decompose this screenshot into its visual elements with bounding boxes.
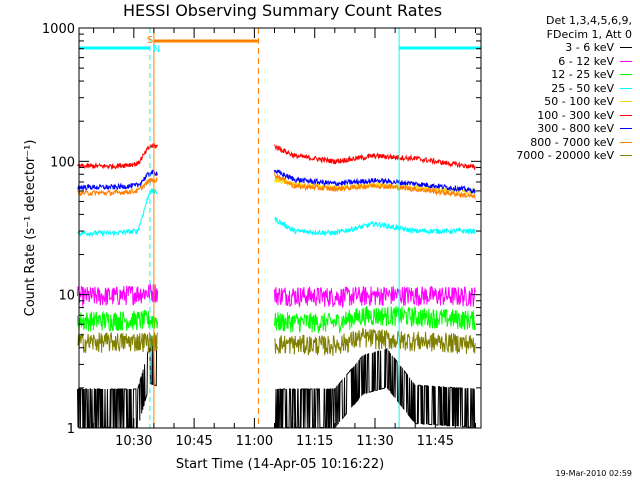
series-4-segment-2: [274, 216, 476, 237]
series-4-segment-1: [77, 187, 158, 238]
legend-item: 7000 - 20000 keV: [470, 149, 632, 163]
legend-item: 100 - 300 keV: [470, 109, 632, 123]
legend-header-line-2: FDecim 1, Att 0: [546, 27, 632, 41]
series-3: [77, 306, 476, 334]
series-8: [77, 172, 476, 200]
series-1-segment-1: [77, 344, 158, 428]
legend-swatch: [620, 74, 632, 76]
legend-item: 12 - 25 keV: [470, 68, 632, 82]
legend-item: 6 - 12 keV: [470, 55, 632, 69]
series-4: [77, 187, 476, 238]
chart-traces: [77, 142, 476, 428]
chart-axes: 1 10 100 1000 10:30 10:45 11:00 11:15 11:30 11:45…: [23, 22, 482, 472]
x-axis-label: Start Time (14-Apr-05 10:16:22): [176, 457, 384, 472]
n-flag-label: N: [153, 44, 160, 55]
legend-item: 50 - 100 keV: [470, 95, 632, 109]
legend-swatch: [620, 101, 632, 103]
x-tick-label: 11:00: [236, 434, 273, 449]
series-3-segment-2: [274, 306, 476, 334]
legend-swatch: [620, 155, 632, 157]
legend-label: 50 - 100 keV: [544, 95, 614, 108]
legend-label: 25 - 50 keV: [551, 81, 614, 95]
series-7-segment-1: [77, 169, 158, 191]
legend-label: 12 - 25 keV: [551, 68, 614, 81]
series-3-segment-1: [77, 309, 159, 332]
legend-entries: 3 - 6 keV 6 - 12 keV 12 - 25 keV 25 - 50 ke…: [470, 41, 632, 163]
y-tick-label: 1: [67, 422, 75, 437]
series-6-segment-1: [77, 142, 159, 170]
legend-item: 25 - 50 keV: [470, 82, 632, 96]
legend-label: 7000 - 20000 keV: [516, 149, 614, 162]
series-1: [77, 344, 476, 428]
series-9: [77, 327, 476, 356]
legend-item: 300 - 800 keV: [470, 122, 632, 136]
legend-label: 3 - 6 keV: [565, 41, 614, 54]
y-tick-label: 100: [50, 155, 75, 170]
legend: Det 1,3,4,5,6,9, FDecim 1, Att 0 3 - 6 k…: [470, 14, 632, 163]
y-tick-label: 10: [58, 289, 75, 304]
timestamp: 19-Mar-2010 02:59: [555, 469, 633, 478]
series-8-segment-2: [274, 172, 476, 200]
series-1-segment-2: [274, 348, 476, 428]
x-tick-label: 10:30: [115, 434, 152, 449]
legend-item: 800 - 7000 keV: [470, 136, 632, 150]
legend-item: 3 - 6 keV: [470, 41, 632, 55]
legend-header-line-1: Det 1,3,4,5,6,9,: [545, 14, 632, 27]
series-6: [77, 142, 476, 171]
series-2: [77, 283, 476, 309]
series-2-segment-2: [274, 285, 476, 309]
legend-swatch: [620, 128, 632, 130]
legend-label: 100 - 300 keV: [537, 108, 614, 122]
series-9-segment-2: [274, 327, 476, 356]
x-tick-label: 11:30: [356, 434, 393, 449]
series-2-segment-1: [77, 283, 159, 307]
legend-label: 6 - 12 keV: [558, 54, 614, 68]
y-tick-label: 1000: [42, 22, 75, 37]
legend-swatch: [620, 60, 632, 62]
series-7: [77, 169, 476, 194]
series-9-segment-1: [77, 332, 159, 354]
legend-swatch: [620, 141, 632, 143]
x-tick-label: 11:45: [417, 434, 454, 449]
plot-frame: [78, 27, 482, 429]
legend-swatch: [620, 87, 632, 89]
legend-swatch: [620, 114, 632, 116]
chart-title: HESSI Observing Summary Count Rates: [122, 1, 443, 20]
s-flag-label: S: [147, 35, 153, 46]
legend-label: 800 - 7000 keV: [530, 135, 614, 149]
x-tick-label: 10:45: [175, 434, 212, 449]
legend-label: 300 - 800 keV: [537, 122, 614, 135]
legend-swatch: [620, 47, 632, 49]
y-axis-label: Count Rate (s⁻¹ detector⁻¹): [23, 140, 38, 317]
series-6-segment-2: [274, 144, 476, 171]
x-tick-label: 11:15: [296, 434, 333, 449]
series-7-segment-2: [274, 169, 476, 194]
series-8-segment-1: [77, 177, 158, 197]
